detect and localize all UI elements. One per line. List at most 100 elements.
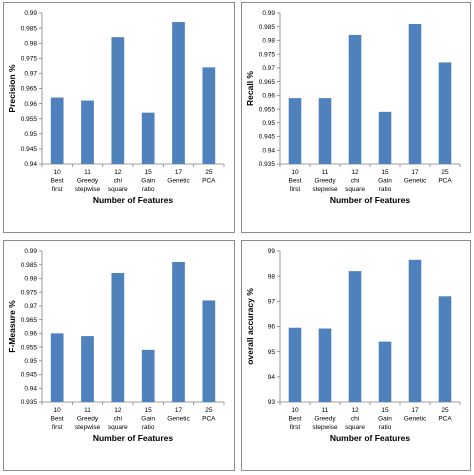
bar xyxy=(378,341,392,402)
x-category-label: Gain xyxy=(141,416,155,423)
y-tick-label: 0.96 xyxy=(24,331,37,338)
x-axis-title: Number of Features xyxy=(93,195,174,205)
x-category-label: Greedy xyxy=(314,178,336,185)
y-tick-label: 99 xyxy=(268,248,276,255)
bar xyxy=(408,23,422,165)
x-category-label: PCA xyxy=(202,178,216,185)
bar xyxy=(408,259,422,402)
x-category-label: 15 xyxy=(145,169,153,176)
x-category-label: chi xyxy=(351,178,359,185)
x-category-label: 25 xyxy=(441,169,449,176)
x-category-label: chi xyxy=(114,178,122,185)
y-tick-label: 0.94 xyxy=(262,147,275,154)
bar xyxy=(288,98,302,164)
f-measure-chart-panel: 0.935 0.94 0.945 0.95 0.955 0.96 0.965 0.97 0.97… xyxy=(3,240,235,471)
y-tick-label: 0.945 xyxy=(21,146,38,153)
x-category-label: 15 xyxy=(381,169,389,176)
x-category-label: 25 xyxy=(441,407,449,414)
x-category-label: square xyxy=(345,186,365,193)
x-category-label: PCA xyxy=(438,416,452,423)
x-category-label: 25 xyxy=(205,407,213,414)
y-tick-label: 0.985 xyxy=(259,24,276,31)
bar xyxy=(318,328,332,402)
y-tick-label: 0.94 xyxy=(24,385,37,392)
y-tick-label: 0.97 xyxy=(262,65,275,72)
y-tick-label: 93 xyxy=(268,399,276,406)
x-category-label: PCA xyxy=(202,416,216,423)
x-category-label: 12 xyxy=(114,407,122,414)
y-tick-label: 0.98 xyxy=(24,40,37,47)
y-tick-label: 0.99 xyxy=(24,10,37,17)
y-tick-label: 0.97 xyxy=(24,71,37,78)
x-category-label: stepwise xyxy=(75,186,101,193)
bar xyxy=(288,327,302,402)
x-category-label: ratio xyxy=(379,424,392,431)
y-tick-label: 0.95 xyxy=(262,120,275,127)
x-category-label: PCA xyxy=(438,178,452,185)
y-tick-label: 0.975 xyxy=(21,289,38,296)
y-tick-label: 0.965 xyxy=(21,317,38,324)
y-tick-label: 0.98 xyxy=(262,38,275,45)
x-category-label: 10 xyxy=(54,169,62,176)
x-category-label: chi xyxy=(351,416,359,423)
bar xyxy=(172,261,185,402)
x-category-label: ratio xyxy=(142,186,155,193)
y-tick-label: 0.965 xyxy=(21,86,38,93)
y-tick-label: 0.975 xyxy=(259,51,276,58)
y-axis-title: overall accuracy % xyxy=(245,288,255,365)
recall-chart-panel: 0.935 0.94 0.945 0.95 0.955 0.96 0.965 0.97 0.97… xyxy=(241,2,471,233)
y-tick-label: 0.955 xyxy=(21,116,38,123)
y-tick-label: 96 xyxy=(268,324,276,331)
f-measure-chart: 0.935 0.94 0.945 0.95 0.955 0.96 0.965 0.97 0.97… xyxy=(7,248,225,443)
x-category-label: 10 xyxy=(291,407,299,414)
y-tick-label: 0.965 xyxy=(259,79,276,86)
x-category-label: 11 xyxy=(322,407,329,414)
x-category-label: Greedy xyxy=(77,416,99,423)
x-category-label: 25 xyxy=(205,169,213,176)
bar xyxy=(111,272,125,402)
bar xyxy=(172,22,185,165)
y-tick-label: 94 xyxy=(268,374,276,381)
x-category-label: ratio xyxy=(379,186,392,193)
y-tick-label: 0.985 xyxy=(21,25,38,32)
x-category-label: Greedy xyxy=(314,416,336,423)
x-category-label: first xyxy=(290,186,301,193)
y-tick-label: 0.945 xyxy=(259,134,276,141)
x-category-label: 17 xyxy=(175,169,183,176)
x-category-label: stepwise xyxy=(312,424,338,431)
y-tick-label: 0.97 xyxy=(24,303,37,310)
bar xyxy=(348,34,362,164)
y-tick-label: 98 xyxy=(268,273,276,280)
bar xyxy=(348,271,362,402)
precision-chart: 0.94 0.945 0.95 0.955 0.96 0.965 0.97 0.975 0.98… xyxy=(7,10,225,205)
x-axis-title: Number of Features xyxy=(93,433,174,443)
y-tick-label: 0.975 xyxy=(21,56,38,63)
x-category-label: ratio xyxy=(142,424,155,431)
x-category-label: stepwise xyxy=(312,186,338,193)
x-category-label: Genetic xyxy=(167,416,190,423)
bar xyxy=(202,67,216,164)
x-category-label: 11 xyxy=(322,169,329,176)
x-category-label: Gain xyxy=(141,178,155,185)
x-category-label: 10 xyxy=(54,407,62,414)
x-category-label: chi xyxy=(114,416,122,423)
x-category-label: first xyxy=(52,186,63,193)
precision-chart-panel: 0.94 0.945 0.95 0.955 0.96 0.965 0.97 0.975 0.98… xyxy=(3,2,235,233)
bar xyxy=(438,296,452,402)
bar xyxy=(81,100,94,164)
x-category-label: 11 xyxy=(84,407,91,414)
y-axis-title: Recall % xyxy=(245,71,255,106)
y-tick-label: 0.935 xyxy=(21,399,38,406)
bar xyxy=(141,112,155,164)
x-axis-title: Number of Features xyxy=(330,433,411,443)
x-category-label: Gain xyxy=(378,416,392,423)
y-tick-label: 95 xyxy=(268,349,276,356)
y-tick-label: 0.98 xyxy=(24,276,37,283)
y-tick-label: 0.935 xyxy=(259,161,276,168)
y-tick-label: 0.945 xyxy=(21,372,38,379)
bar xyxy=(111,37,125,164)
x-category-label: Gain xyxy=(378,178,392,185)
x-category-label: square xyxy=(108,424,128,431)
x-category-label: first xyxy=(290,424,301,431)
